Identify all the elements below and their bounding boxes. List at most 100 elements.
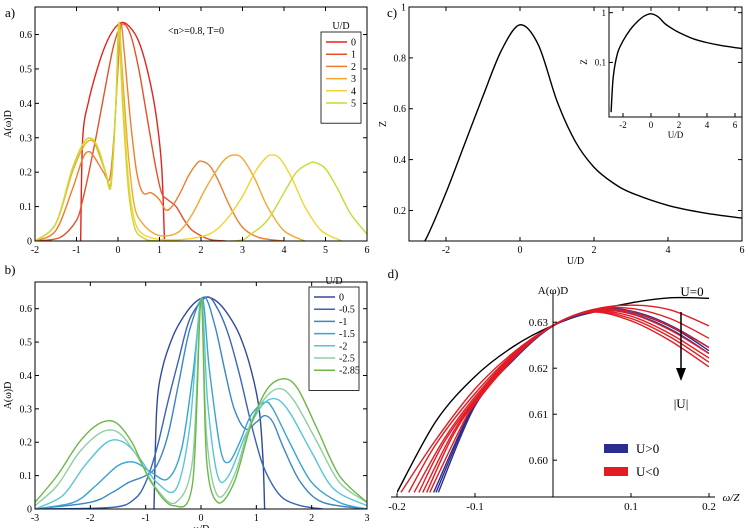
panel-d: -0.2 -0.1 0.1 0.2 0.60 0.61 0.62 0.63 d) A(ω)D ω/Z…: [388, 266, 741, 513]
y-tick-label: 0.1: [595, 58, 606, 68]
series-line-z: [424, 24, 742, 241]
series-line--2: [35, 297, 367, 509]
x-tick-label: 0.2: [702, 501, 716, 513]
inset: -2 0 2 4 6 0.1 1 U/D Z: [579, 6, 743, 140]
legend-label: 3: [351, 74, 356, 85]
legend-label: -1: [339, 317, 347, 328]
x-tick-label: -3: [31, 513, 39, 524]
annotation-abs-u: |U|: [674, 396, 689, 411]
x-tick-label: 3: [240, 245, 245, 256]
x-axis-label: ω/D: [193, 524, 210, 528]
x-tick-label: 4: [705, 120, 710, 130]
legend-label: -2.5: [339, 354, 355, 365]
x-tick-label: 1: [254, 513, 259, 524]
y-tick-label: 0.3: [20, 133, 33, 144]
x-tick-label: 0: [649, 120, 654, 130]
panel-label-c: c): [387, 5, 397, 20]
plot-background: [609, 7, 742, 117]
y-tick-label: 0.61: [529, 409, 548, 421]
series-line-3: [35, 22, 306, 241]
x-tick-label: -0.2: [388, 501, 405, 513]
x-tick-label: 2: [677, 120, 682, 130]
legend-label: U>0: [636, 441, 659, 456]
y-tick-label: 0.2: [20, 438, 33, 449]
x-tick-label: 1: [157, 245, 162, 256]
x-tick-label: -2: [442, 245, 450, 256]
y-tick-label: 1: [401, 3, 406, 14]
legend-title: U/D: [325, 276, 342, 287]
legend-label: -1.5: [339, 329, 355, 340]
y-tick-label: 0: [27, 505, 32, 516]
y-tick-label: 0.60: [529, 455, 549, 467]
series-line-u-0-c: [437, 309, 709, 493]
y-tick-label: 0.6: [394, 104, 407, 115]
y-axis-label: A(ω)D: [3, 382, 14, 410]
legend-swatch: [604, 444, 628, 453]
x-tick-label: 2: [309, 513, 314, 524]
legend-label: -2.85: [339, 366, 360, 377]
y-tick-label: 0.62: [529, 363, 548, 375]
x-tick-label: -2: [86, 513, 94, 524]
x-tick-label: 0.1: [624, 501, 638, 513]
legend-box: [308, 286, 360, 391]
series-group: [35, 296, 367, 509]
series-group: [610, 13, 742, 113]
y-tick-label: 0.63: [529, 317, 549, 329]
series-line-0: [79, 21, 166, 241]
y-tick-label: 0.5: [20, 338, 33, 349]
x-tick-label: 6: [740, 245, 745, 256]
x-tick-label: 3: [365, 513, 370, 524]
x-axis-label: U/D: [567, 256, 584, 267]
series-line-5: [35, 21, 367, 241]
annotation-a: <n>=0.8, T=0: [168, 26, 224, 37]
series-line-z: [610, 13, 742, 113]
series-line--2-85: [35, 297, 367, 508]
x-tick-label: 2: [592, 245, 597, 256]
legend-label: 0: [339, 293, 344, 304]
legend-label: 1: [351, 50, 356, 61]
legend-label: U<0: [636, 464, 659, 479]
y-axis-label: A(ω)D: [3, 110, 14, 138]
panel-label-b: b): [5, 262, 16, 277]
y-tick-label: 0.5: [20, 64, 33, 75]
x-tick-label: -1: [72, 245, 80, 256]
y-axis-label: Z: [378, 121, 389, 127]
x-tick-label: 6: [733, 120, 738, 130]
legend-label: 2: [351, 62, 356, 73]
x-axis-label: U/D: [668, 130, 684, 140]
annotation-u0: U=0: [680, 284, 703, 299]
x-tick-label: 0: [199, 513, 204, 524]
legend-label: 4: [351, 86, 356, 97]
series-line--1: [35, 296, 367, 509]
y-tick-label: 0.6: [20, 304, 33, 315]
y-axis-label: A(ω)D: [538, 285, 569, 297]
series-line--0-5: [35, 296, 323, 509]
legend-label: 0: [351, 38, 356, 49]
series-line-u-0-b: [408, 306, 709, 493]
x-tick-label: 4: [666, 245, 671, 256]
y-axis-label: Z: [579, 59, 589, 65]
y-tick-label: 0.4: [20, 99, 33, 110]
y-tick-label: 0.1: [20, 471, 33, 482]
plot-frame: [34, 6, 368, 242]
series-line--1-5: [35, 297, 367, 509]
series-line-u-0-c: [413, 308, 709, 493]
series-group: [35, 21, 367, 241]
x-tick-label: -0.1: [466, 501, 483, 513]
x-tick-label: 4: [282, 245, 287, 256]
legend-box: [320, 31, 362, 124]
x-tick-label: -1: [141, 513, 149, 524]
legend-label: -0.5: [339, 305, 355, 316]
arrow-head: [676, 368, 686, 381]
series-line-1: [35, 23, 226, 241]
series-line-2: [35, 23, 285, 241]
y-tick-label: 1: [602, 8, 607, 18]
panel-label-d: d): [388, 266, 399, 281]
legend-label: 5: [351, 99, 356, 110]
x-tick-label: 5: [323, 245, 328, 256]
y-tick-label: 0: [27, 237, 32, 248]
y-tick-label: 0.6: [20, 30, 33, 41]
x-tick-label: 6: [365, 245, 370, 256]
y-tick-label: 0.2: [20, 168, 33, 179]
